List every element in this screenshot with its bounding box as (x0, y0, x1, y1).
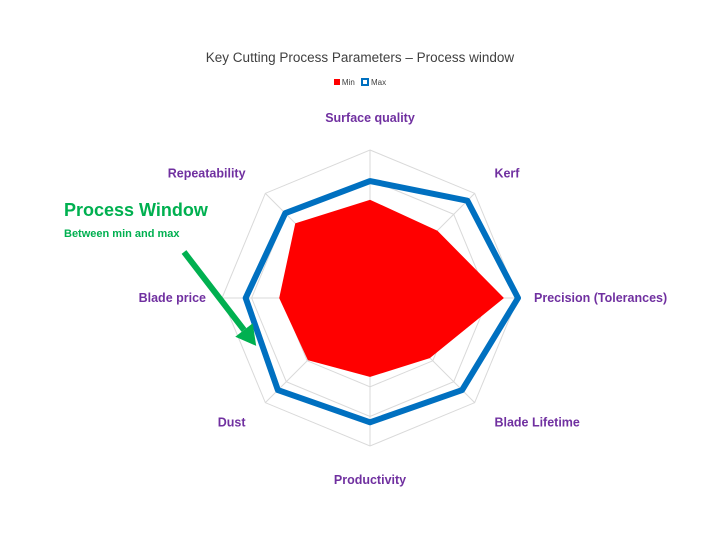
category-label-8: Repeatability (168, 167, 246, 181)
legend-item-max: Max (361, 78, 386, 87)
arrow-head (235, 323, 257, 346)
legend-label-min: Min (341, 78, 355, 87)
legend-item-min: Min (333, 78, 355, 87)
category-label-4: Blade Lifetime (494, 415, 579, 429)
legend-swatch-min (333, 79, 340, 85)
category-label-7: Blade price (139, 291, 206, 305)
series-min-area (279, 199, 504, 377)
category-label-3: Precision (Tolerances) (534, 291, 667, 305)
radar-category-labels: Surface quality Kerf Precision (Tolerances… (139, 111, 668, 487)
arrow-shaft (181, 250, 247, 332)
chart-title: Key Cutting Process Parameters – Process… (205, 50, 515, 65)
annotation-subtitle: Between min and max (64, 228, 180, 240)
category-label-6: Dust (218, 415, 247, 429)
series-max-outline (242, 178, 521, 426)
category-label-2: Kerf (494, 167, 520, 181)
annotation-title: Process Window (64, 200, 208, 220)
radar-series (242, 178, 521, 426)
category-label-5: Productivity (334, 473, 406, 487)
chart-legend: Min Max (0, 78, 720, 87)
legend-swatch-max (361, 78, 369, 86)
category-label-1: Surface quality (325, 111, 415, 125)
legend-label-max: Max (371, 78, 387, 87)
annotation-arrow (181, 250, 257, 346)
